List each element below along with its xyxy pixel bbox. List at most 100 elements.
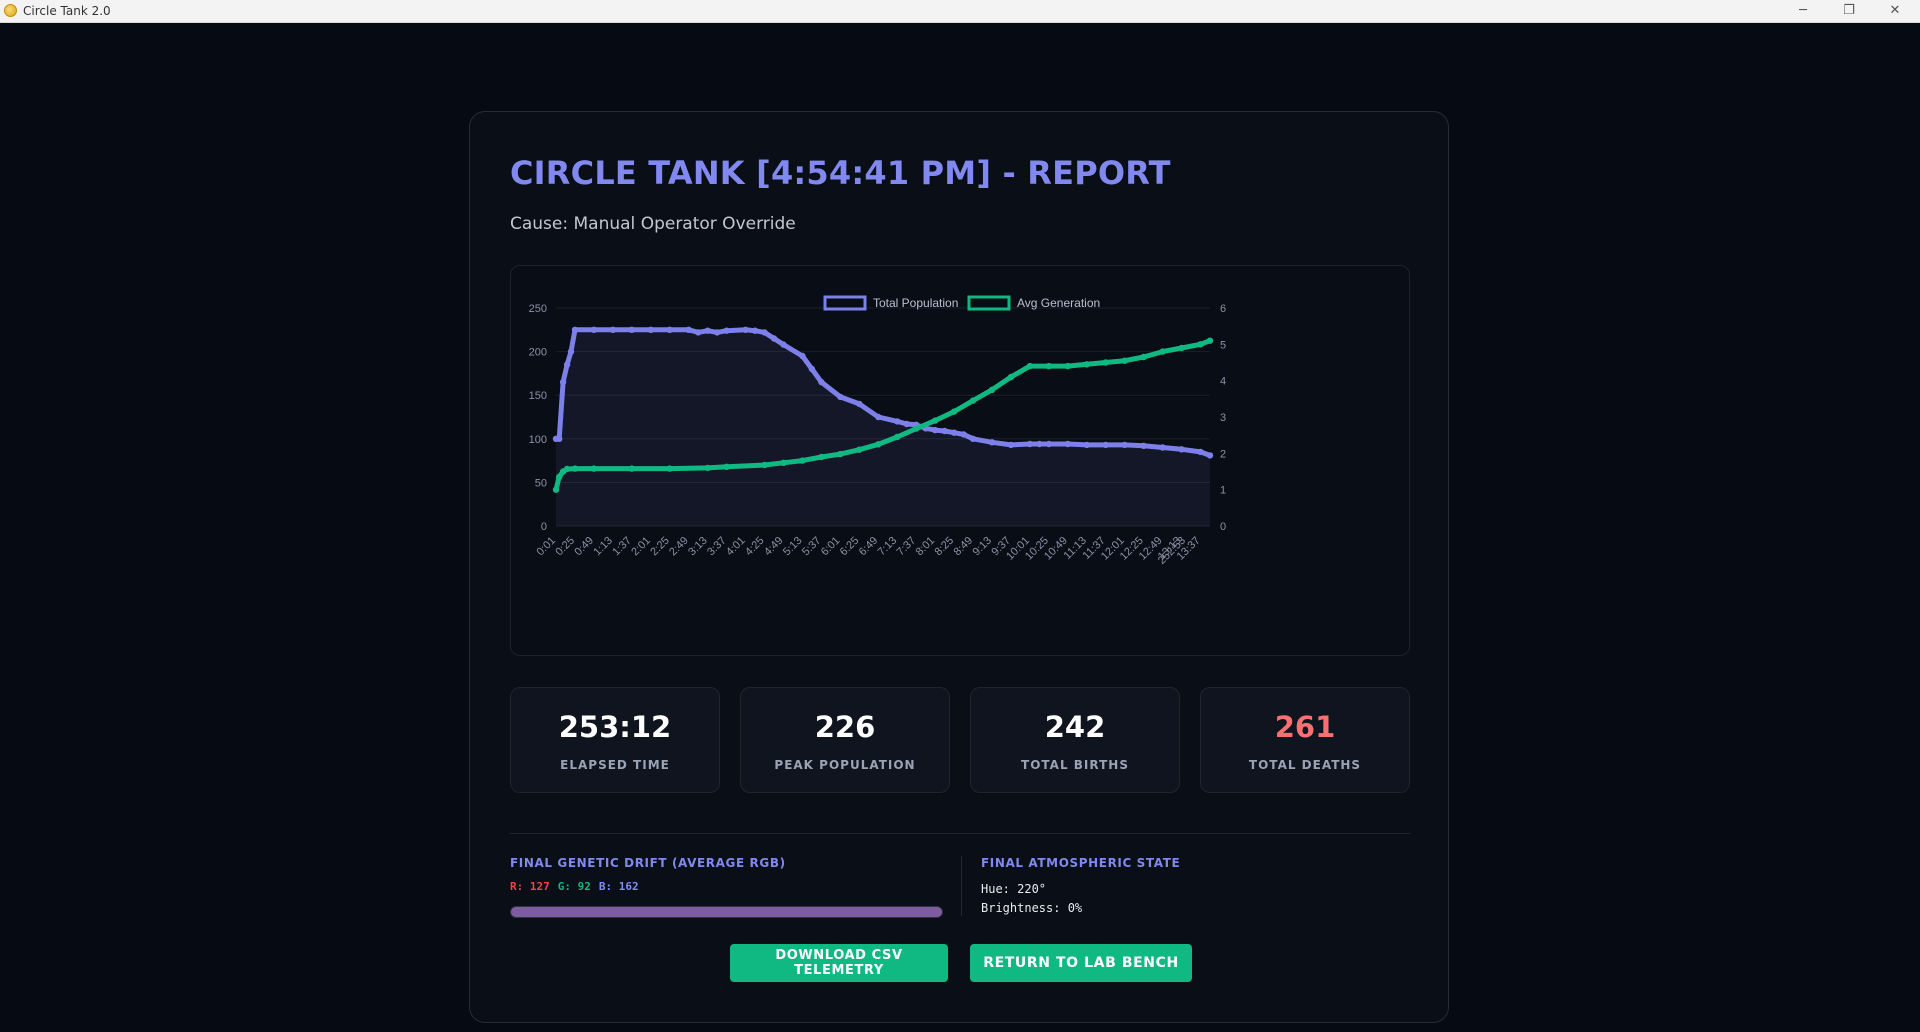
atmosphere-brightness: Brightness: 0% xyxy=(981,901,1083,915)
data-point xyxy=(1159,348,1166,355)
window-title: Circle Tank 2.0 xyxy=(23,4,111,18)
legend-label: Total Population xyxy=(873,296,958,310)
report-card: CIRCLE TANK [4:54:41 PM] - REPORT Cause:… xyxy=(469,111,1449,1023)
x-tick-label: 8:25 xyxy=(933,535,957,559)
data-point xyxy=(1064,440,1071,448)
data-point xyxy=(559,378,567,386)
data-point xyxy=(628,326,635,333)
data-point xyxy=(931,426,939,434)
data-point xyxy=(941,427,948,435)
y-right-tick-label: 4 xyxy=(1220,376,1226,388)
stat-label: TOTAL DEATHS xyxy=(1248,758,1362,772)
stat-value: 253:12 xyxy=(558,710,672,744)
data-point xyxy=(1045,362,1053,370)
close-icon[interactable]: ✕ xyxy=(1889,3,1901,18)
legend-swatch xyxy=(823,295,867,311)
data-point xyxy=(647,326,654,333)
data-point xyxy=(1083,441,1090,449)
data-point xyxy=(1102,441,1109,449)
x-tick-label: 2:25 xyxy=(648,535,672,559)
data-point xyxy=(723,463,730,470)
data-point xyxy=(770,335,778,342)
stat-value: 226 xyxy=(814,710,876,744)
rgb-green-value: G: 92 xyxy=(557,880,591,893)
y-left-tick-label: 100 xyxy=(529,434,547,446)
data-point xyxy=(685,326,692,333)
data-point xyxy=(837,450,844,458)
x-tick-label: 7:13 xyxy=(876,535,900,559)
data-point xyxy=(950,408,958,415)
data-point xyxy=(1036,440,1043,448)
data-point xyxy=(931,417,939,424)
x-tick-label: 6:25 xyxy=(838,535,862,559)
rgb-blue-value: B: 162 xyxy=(598,880,639,893)
section-divider xyxy=(510,833,1410,834)
y-right-tick-label: 3 xyxy=(1220,412,1226,424)
data-point xyxy=(818,378,825,386)
telemetry-chart: 0 50 100 150 200 250 0 1 2 3 4 5 6 0:010:250:491:131:… xyxy=(529,295,1226,567)
data-point xyxy=(1045,440,1053,448)
rgb-values: R: 127 G: 92 B: 162 xyxy=(510,880,647,893)
data-point xyxy=(1007,373,1015,381)
data-point xyxy=(609,326,617,333)
x-tick-label: 1:37 xyxy=(610,535,634,559)
legend-label: Avg Generation xyxy=(1017,296,1100,310)
stat-label: PEAK POPULATION xyxy=(774,758,916,772)
report-title: CIRCLE TANK [4:54:41 PM] - REPORT xyxy=(510,154,1171,192)
download-csv-button[interactable]: DOWNLOAD CSV TELEMETRY xyxy=(730,944,948,982)
data-point xyxy=(563,361,571,368)
data-point xyxy=(837,393,844,401)
x-tick-label: 4:01 xyxy=(724,535,748,559)
data-point xyxy=(1178,344,1185,352)
data-point xyxy=(1197,448,1204,456)
telemetry-chart-panel: 0 50 100 150 200 250 0 1 2 3 4 5 6 0:01 0:25 0:49 1:13 1:… xyxy=(510,265,1410,656)
data-point xyxy=(666,465,673,472)
stat-label: TOTAL BIRTHS xyxy=(1021,758,1129,772)
data-point xyxy=(761,329,768,336)
x-tick-label: 5:37 xyxy=(800,535,824,559)
data-point xyxy=(875,413,882,421)
data-point xyxy=(1121,441,1128,449)
data-point xyxy=(960,431,967,438)
y-left-tick-label: 150 xyxy=(529,390,547,402)
data-point xyxy=(761,461,768,469)
data-point xyxy=(1159,444,1166,451)
rgb-red-value: R: 127 xyxy=(510,880,550,893)
x-tick-label: 0:01 xyxy=(534,535,558,559)
stat-total-deaths: 261 TOTAL DEATHS xyxy=(1200,687,1410,793)
data-point xyxy=(1178,446,1185,453)
minimize-icon[interactable]: ─ xyxy=(1799,3,1807,18)
data-point xyxy=(1064,362,1071,370)
data-point xyxy=(875,441,882,448)
data-point xyxy=(1140,353,1147,361)
data-point xyxy=(571,465,579,472)
data-point xyxy=(913,425,920,432)
x-tick-label: 9:13 xyxy=(970,535,994,559)
data-point xyxy=(713,329,721,336)
x-tick-label: 6:01 xyxy=(819,535,843,559)
y-right-tick-label: 2 xyxy=(1220,448,1226,460)
data-point xyxy=(894,433,901,441)
x-tick-label: 7:37 xyxy=(895,535,919,559)
data-point xyxy=(751,327,759,334)
x-tick-label: 2:49 xyxy=(667,535,691,559)
data-point xyxy=(1026,440,1034,448)
data-point xyxy=(1083,361,1090,368)
data-point xyxy=(969,397,977,404)
data-point xyxy=(556,473,563,481)
data-point xyxy=(1102,359,1109,366)
x-tick-label: 4:49 xyxy=(762,535,786,559)
data-point xyxy=(950,429,958,436)
data-point xyxy=(590,326,598,333)
maximize-icon[interactable]: ❐ xyxy=(1843,3,1855,18)
window-titlebar: Circle Tank 2.0 ─ ❐ ✕ xyxy=(0,0,1920,23)
data-point xyxy=(808,365,816,373)
data-point xyxy=(563,465,571,473)
y-right-tick-label: 0 xyxy=(1220,521,1226,533)
data-point xyxy=(894,418,901,425)
atmosphere-hue: Hue: 220° xyxy=(981,882,1047,896)
data-point xyxy=(556,435,563,442)
y-left-tick-label: 0 xyxy=(541,521,547,533)
stat-peak-population: 226 PEAK POPULATION xyxy=(740,687,950,793)
return-to-lab-button[interactable]: RETURN TO LAB BENCH xyxy=(970,944,1192,982)
